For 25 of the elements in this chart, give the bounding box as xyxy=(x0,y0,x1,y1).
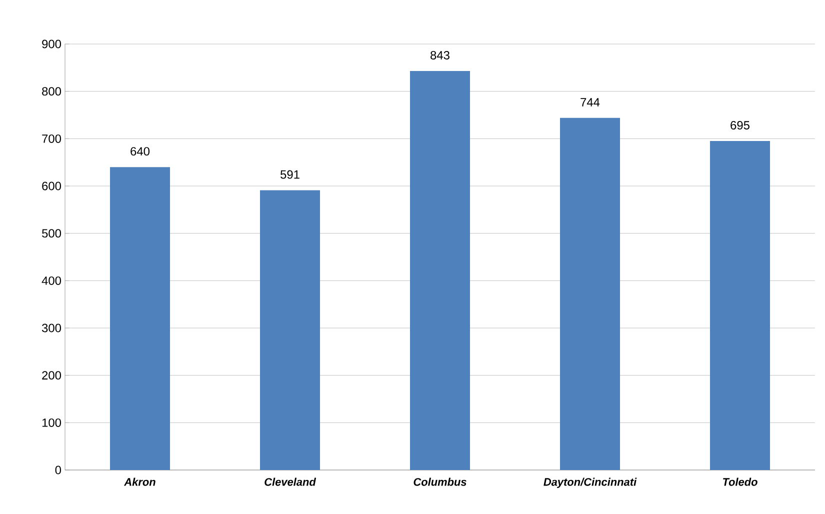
y-tick-label: 0 xyxy=(55,466,62,474)
y-tick-label: 700 xyxy=(42,134,62,143)
y-tick-label: 500 xyxy=(42,229,62,238)
y-tick-label: 100 xyxy=(42,418,62,427)
data-label: 640 xyxy=(130,147,150,156)
bar xyxy=(710,141,770,470)
data-label: 744 xyxy=(580,98,600,106)
x-tick-label: Toledo xyxy=(723,478,758,486)
bar xyxy=(560,118,620,470)
y-tick-label: 900 xyxy=(42,40,62,48)
y-tick-label: 200 xyxy=(42,371,62,380)
data-label: 591 xyxy=(280,170,300,179)
bar xyxy=(260,190,320,470)
data-label: 695 xyxy=(730,121,750,130)
bar xyxy=(410,70,470,470)
y-tick-label: 800 xyxy=(42,87,62,96)
data-label: 843 xyxy=(430,51,450,60)
bar xyxy=(110,167,170,470)
x-tick-label: Akron xyxy=(124,478,156,486)
x-tick-label: Columbus xyxy=(414,478,466,486)
x-tick-label: Dayton/Cincinnati xyxy=(544,478,637,488)
x-tick-label: Cleveland xyxy=(264,478,316,486)
y-tick-label: 300 xyxy=(42,324,62,332)
y-tick-label: 600 xyxy=(42,182,62,190)
y-tick-label: 400 xyxy=(42,276,62,285)
